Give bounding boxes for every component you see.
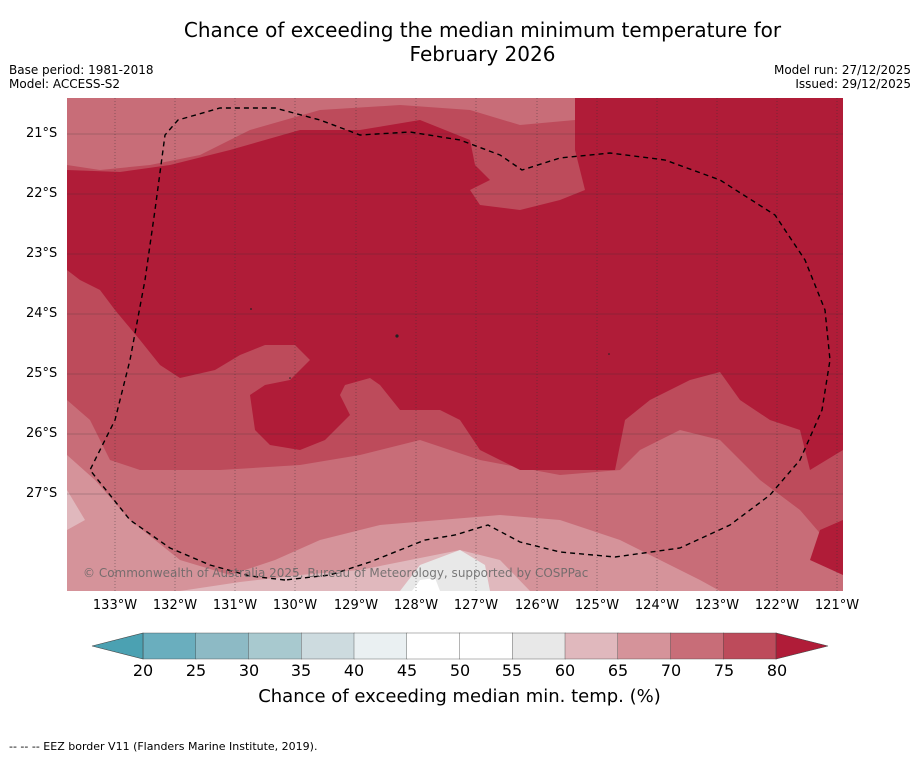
colorbar-segment	[564, 632, 619, 660]
colorbar-tick: 25	[185, 661, 207, 680]
lon-label: 122°W	[754, 598, 800, 613]
colorbar-segment	[248, 632, 302, 660]
lon-label: 129°W	[333, 598, 379, 613]
lat-label: 26°S	[26, 426, 58, 441]
colorbar-tick: 80	[766, 661, 788, 680]
colorbar-segment	[723, 632, 777, 660]
lon-label: 123°W	[694, 598, 740, 613]
colorbar-title: Chance of exceeding median min. temp. (%…	[258, 686, 661, 707]
meta-left: Base period: 1981-2018 Model: ACCESS-S2	[9, 63, 154, 91]
colorbar-tick: 20	[132, 661, 154, 680]
colorbar-segment	[353, 632, 408, 660]
eez-border	[89, 107, 831, 581]
model-name: Model: ACCESS-S2	[9, 77, 121, 91]
colorbar-segment	[301, 632, 355, 660]
colorbar-segment	[617, 632, 672, 660]
graticule-lat	[67, 133, 843, 495]
base-period: Base period: 1981-2018	[9, 63, 154, 77]
colorbar-tick: 65	[607, 661, 629, 680]
colorbar-segment	[142, 632, 197, 660]
title-line-2: February 2026	[409, 42, 556, 66]
colorbar-low-arrow	[91, 632, 144, 660]
colorbar-tick: 40	[343, 661, 365, 680]
lon-label: 133°W	[92, 598, 138, 613]
map-title: Chance of exceeding the median minimum t…	[0, 18, 919, 66]
colorbar-tick: 30	[238, 661, 260, 680]
lon-label: 125°W	[574, 598, 620, 613]
graticule	[114, 98, 838, 591]
colorbar-segment	[512, 632, 566, 660]
colorbar-tick: 75	[713, 661, 735, 680]
lat-label: 21°S	[26, 126, 58, 141]
colorbar	[91, 632, 829, 660]
lat-label: 22°S	[26, 186, 58, 201]
copyright-text: © Commonwealth of Australia 2025, Bureau…	[83, 566, 589, 580]
band-80-southeast	[810, 520, 843, 575]
lon-label: 121°W	[814, 598, 860, 613]
title-line-1: Chance of exceeding the median minimum t…	[183, 18, 782, 42]
colorbar-high-arrow	[775, 632, 829, 660]
band-80-core	[67, 98, 843, 470]
band-45-pocket	[412, 578, 440, 591]
colorbar-tick: 55	[501, 661, 523, 680]
footnote: -- -- -- EEZ border V11 (Flanders Marine…	[9, 740, 318, 753]
lon-label: 128°W	[393, 598, 439, 613]
band-65-south	[67, 455, 720, 591]
lat-label: 24°S	[26, 306, 58, 321]
islands	[250, 308, 610, 379]
colorbar-segment	[195, 632, 250, 660]
band-70-south	[67, 400, 843, 591]
colorbar-segment	[459, 632, 513, 660]
colorbar-tick: 50	[449, 661, 471, 680]
probability-field	[67, 98, 843, 591]
meta-right: Model run: 27/12/2025 Issued: 29/12/2025	[774, 63, 911, 91]
lon-label: 127°W	[453, 598, 499, 613]
colorbar-tick: 70	[660, 661, 682, 680]
colorbar-tick: 45	[396, 661, 418, 680]
lat-label: 23°S	[26, 246, 58, 261]
colorbar-segment	[406, 632, 461, 660]
lon-label: 132°W	[152, 598, 198, 613]
lat-label: 25°S	[26, 366, 58, 381]
lon-label: 130°W	[272, 598, 318, 613]
colorbar-tick: 60	[554, 661, 576, 680]
colorbar-segment	[670, 632, 724, 660]
model-run: Model run: 27/12/2025	[773, 63, 911, 77]
lon-label: 126°W	[514, 598, 560, 613]
issued-date: Issued: 29/12/2025	[795, 77, 911, 91]
lat-label: 27°S	[26, 486, 58, 501]
band-60-south	[67, 490, 530, 591]
lon-label: 124°W	[634, 598, 680, 613]
lon-label: 131°W	[212, 598, 258, 613]
colorbar-tick: 35	[290, 661, 312, 680]
